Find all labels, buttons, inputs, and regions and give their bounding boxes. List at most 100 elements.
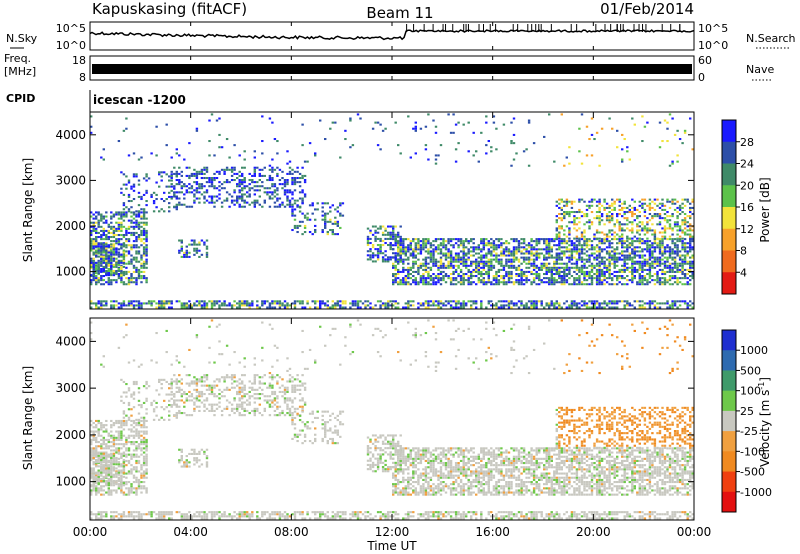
power-cell	[437, 304, 440, 307]
power-cell	[291, 214, 294, 217]
power-cell	[112, 247, 116, 250]
power-cell	[570, 266, 574, 269]
power-cell	[288, 170, 292, 173]
power-cell	[457, 238, 460, 241]
power-cell	[195, 177, 199, 180]
power-cell	[437, 266, 440, 269]
power-cell	[578, 150, 581, 153]
power-cell	[376, 244, 380, 247]
power-cell	[228, 205, 231, 208]
velocity-cell	[140, 449, 143, 452]
power-cell	[595, 131, 599, 134]
power-cell	[600, 302, 604, 305]
power-cell	[331, 121, 334, 124]
power-cell	[510, 254, 513, 257]
power-cell	[520, 268, 523, 271]
power-cell	[238, 306, 241, 309]
power-cell	[193, 241, 196, 244]
power-cell	[467, 258, 470, 261]
power-cell	[666, 258, 669, 261]
power-cell	[97, 245, 100, 248]
power-cell	[563, 213, 566, 216]
power-cell	[339, 214, 342, 217]
power-cell	[389, 235, 392, 238]
power-cell	[185, 174, 188, 177]
power-cell	[583, 252, 586, 255]
power-cell	[288, 199, 292, 202]
power-cell	[648, 248, 652, 251]
power-cell	[198, 255, 201, 258]
velocity-cell	[112, 438, 116, 441]
power-cell	[95, 217, 98, 220]
power-cell	[117, 242, 121, 245]
power-cell	[676, 246, 679, 249]
power-cell	[92, 242, 95, 245]
power-cell	[663, 229, 667, 232]
power-cell	[422, 258, 425, 261]
power-cell	[248, 179, 251, 182]
power-cell	[246, 191, 249, 194]
power-cell	[689, 235, 692, 238]
power-cell	[200, 183, 204, 186]
power-cell	[505, 246, 508, 249]
velocity-cell	[125, 438, 128, 441]
power-cell	[593, 138, 596, 141]
power-cell	[268, 117, 272, 120]
power-cell	[329, 210, 332, 213]
power-cell	[505, 240, 508, 243]
power-cell	[115, 257, 118, 260]
power-cell	[417, 283, 420, 286]
power-cell	[276, 174, 279, 177]
power-cell	[236, 199, 239, 202]
power-cell	[676, 233, 679, 236]
power-cell	[538, 268, 541, 271]
power-cell	[233, 189, 236, 192]
power-cell	[223, 187, 226, 190]
power-cell	[573, 266, 576, 269]
power-cell	[140, 238, 143, 241]
power-cell	[195, 181, 199, 184]
power-cell	[618, 213, 621, 216]
power-cell	[225, 197, 229, 200]
power-cell	[142, 260, 146, 263]
power-cell	[444, 273, 448, 276]
power-cell	[122, 183, 126, 186]
power-cell	[344, 302, 347, 305]
power-cell	[132, 173, 136, 176]
power-cell	[563, 268, 566, 271]
power-cell	[530, 304, 533, 307]
power-cell	[432, 248, 435, 251]
power-cell	[515, 273, 518, 276]
cpid-label: CPID	[6, 92, 35, 105]
power-cell	[127, 208, 131, 211]
power-cell	[558, 198, 561, 201]
power-cell	[100, 277, 103, 280]
power-cell	[298, 210, 302, 213]
power-cell	[578, 250, 581, 253]
power-cell	[135, 250, 138, 253]
velocity-cell	[92, 432, 95, 435]
power-cell	[507, 281, 511, 284]
power-cell	[178, 179, 181, 182]
power-cell	[105, 219, 108, 222]
power-cell	[183, 203, 186, 206]
power-cell	[158, 171, 161, 174]
power-cell	[369, 256, 372, 259]
power-cell	[570, 283, 574, 286]
power-cell	[512, 133, 516, 136]
power-cell	[452, 258, 455, 261]
power-cell	[417, 248, 420, 251]
power-cell	[218, 170, 221, 173]
power-cell	[170, 174, 173, 177]
power-cell	[485, 256, 488, 259]
power-cell	[112, 257, 116, 260]
power-cell	[691, 262, 694, 265]
power-cell	[100, 257, 103, 260]
power-cell	[573, 242, 576, 245]
nave-rtick-top: 60	[698, 54, 712, 67]
power-cell	[683, 283, 687, 286]
power-cell	[553, 273, 556, 276]
velocity-cell	[122, 464, 126, 467]
power-cell	[384, 237, 387, 240]
power-cell	[449, 238, 453, 241]
